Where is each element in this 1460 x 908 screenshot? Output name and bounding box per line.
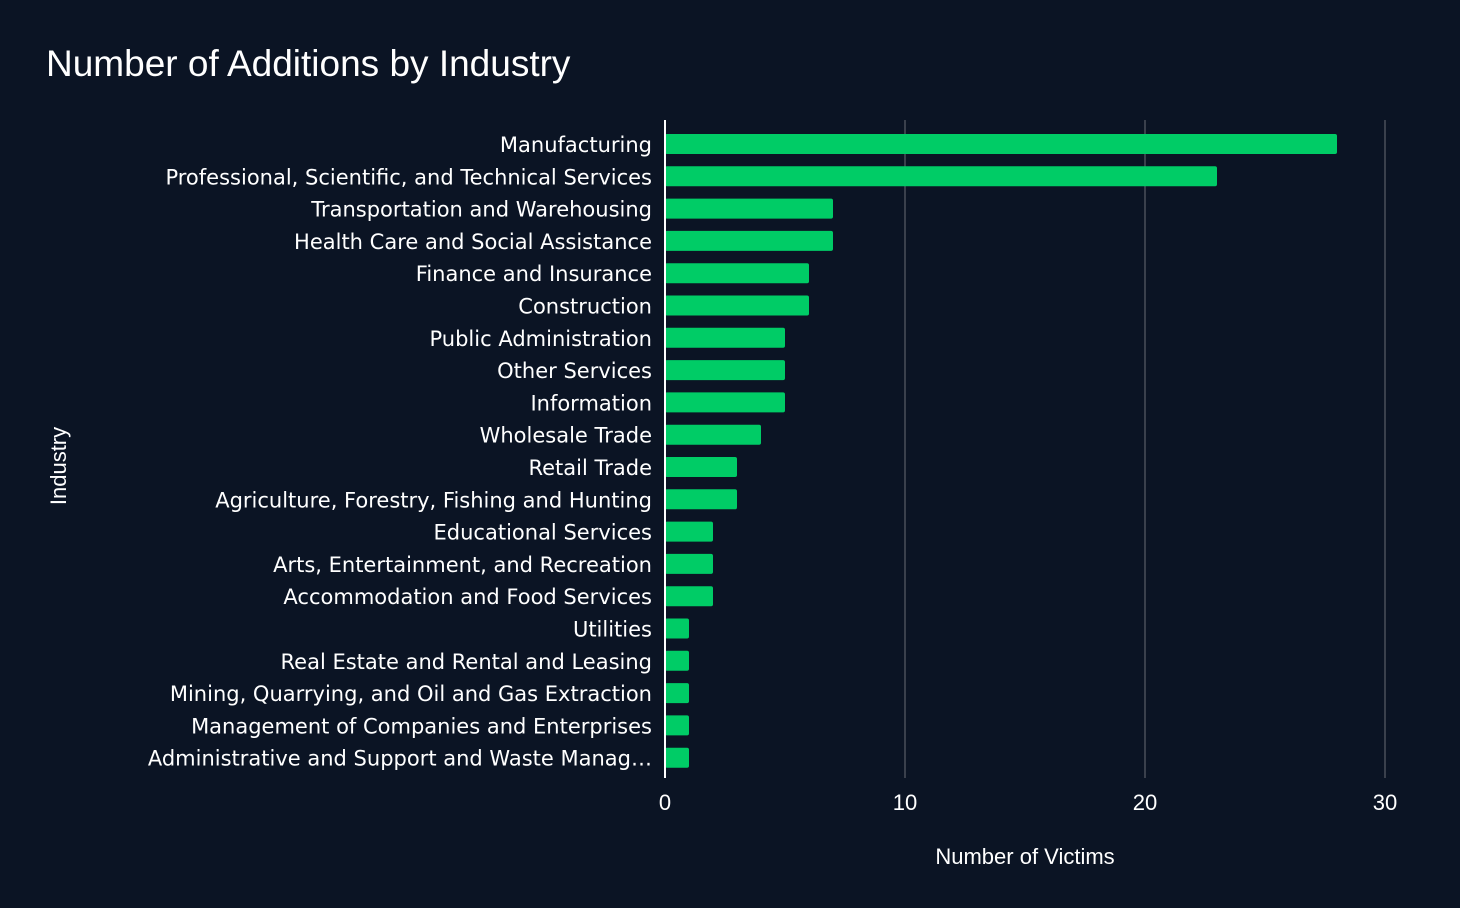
category-label: Retail Trade xyxy=(528,456,652,480)
x-tick-label: 20 xyxy=(1133,790,1157,815)
category-labels: Manufacturing Professional, Scientific, a… xyxy=(148,133,652,771)
bar[interactable] xyxy=(665,650,689,671)
category-label: Utilities xyxy=(573,618,652,642)
bar[interactable] xyxy=(665,586,713,607)
x-tick-label: 10 xyxy=(893,790,917,815)
category-label: Finance and Insurance xyxy=(416,262,652,286)
category-label: Information xyxy=(530,391,652,415)
bar[interactable] xyxy=(665,198,833,219)
category-label: Professional, Scientific, and Technical … xyxy=(165,165,652,189)
category-label: Arts, Entertainment, and Recreation xyxy=(273,553,652,577)
category-label: Construction xyxy=(518,295,652,319)
bar[interactable] xyxy=(665,263,809,284)
category-label: Wholesale Trade xyxy=(480,424,652,448)
category-label: Educational Services xyxy=(434,521,652,545)
category-label: Management of Companies and Enterprises xyxy=(191,714,652,738)
bar[interactable] xyxy=(665,553,713,574)
bar[interactable] xyxy=(665,424,761,445)
category-label: Accommodation and Food Services xyxy=(283,585,652,609)
category-label: Agriculture, Forestry, Fishing and Hunti… xyxy=(215,488,652,512)
chart-title: Number of Additions by Industry xyxy=(46,43,571,84)
category-label: Mining, Quarrying, and Oil and Gas Extra… xyxy=(170,682,652,706)
category-label: Manufacturing xyxy=(500,133,652,157)
bar[interactable] xyxy=(665,457,737,477)
x-tick-labels: 0 10 20 30 xyxy=(659,790,1397,815)
bar[interactable] xyxy=(665,295,809,316)
bar[interactable] xyxy=(665,618,689,639)
bar[interactable] xyxy=(665,327,785,348)
x-tick-label: 30 xyxy=(1373,790,1397,815)
category-label: Health Care and Social Assistance xyxy=(294,230,652,254)
bar[interactable] xyxy=(665,747,689,768)
bar[interactable] xyxy=(665,360,785,381)
y-axis-title: Industry xyxy=(46,427,71,505)
category-label: Public Administration xyxy=(430,327,653,351)
bar[interactable] xyxy=(665,683,689,704)
category-label: Administrative and Support and Waste Man… xyxy=(148,747,652,771)
bar[interactable] xyxy=(665,166,1217,187)
bar[interactable] xyxy=(665,715,689,736)
category-label: Transportation and Warehousing xyxy=(310,198,652,222)
bar[interactable] xyxy=(665,392,785,413)
x-tick-label: 0 xyxy=(659,790,671,815)
bar[interactable] xyxy=(665,489,737,510)
category-label: Other Services xyxy=(497,359,652,383)
bar[interactable] xyxy=(665,521,713,542)
category-label: Real Estate and Rental and Leasing xyxy=(281,650,652,674)
gridlines xyxy=(904,120,1386,778)
bars xyxy=(665,134,1337,768)
bar[interactable] xyxy=(665,134,1337,154)
x-axis-title: Number of Victims xyxy=(935,844,1114,869)
bar[interactable] xyxy=(665,230,833,251)
